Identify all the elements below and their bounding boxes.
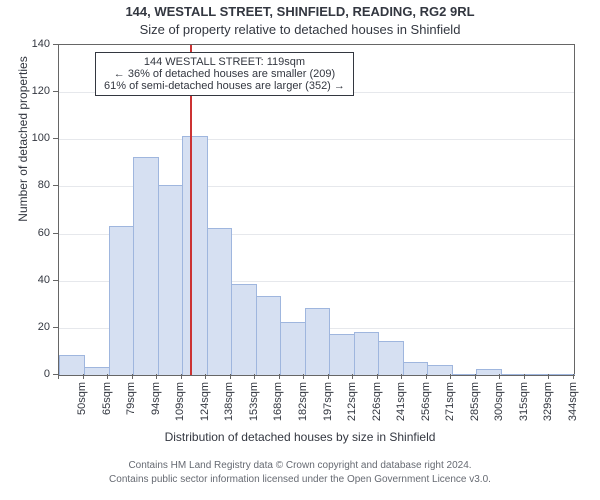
x-tick — [352, 374, 353, 379]
histogram-bar — [452, 374, 478, 375]
x-tick — [181, 374, 182, 379]
x-tick-label: 212sqm — [346, 382, 358, 432]
x-tick — [328, 374, 329, 379]
footer-line-1: Contains HM Land Registry data © Crown c… — [0, 460, 600, 471]
x-tick-label: 344sqm — [567, 382, 579, 432]
chart-title-2: Size of property relative to detached ho… — [0, 22, 600, 37]
annotation-line: ← 36% of detached houses are smaller (20… — [104, 68, 345, 80]
y-tick-label: 60 — [22, 227, 50, 239]
histogram-bar — [550, 374, 576, 375]
x-tick-label: 79sqm — [125, 382, 137, 432]
x-tick — [132, 374, 133, 379]
histogram-bar — [427, 365, 453, 375]
x-axis-title: Distribution of detached houses by size … — [0, 430, 600, 444]
annotation-line: 144 WESTALL STREET: 119sqm — [104, 56, 345, 68]
x-tick — [205, 374, 206, 379]
x-tick — [524, 374, 525, 379]
x-tick — [450, 374, 451, 379]
histogram-bar — [109, 226, 135, 376]
histogram-bar — [231, 284, 257, 375]
annotation-line: 61% of semi-detached houses are larger (… — [104, 80, 345, 92]
x-tick — [83, 374, 84, 379]
x-tick-label: 300sqm — [493, 382, 505, 432]
chart-container: 144, WESTALL STREET, SHINFIELD, READING,… — [0, 0, 600, 500]
histogram-bar — [133, 157, 159, 375]
histogram-bar — [84, 367, 110, 375]
y-tick — [53, 91, 58, 92]
histogram-bar — [182, 136, 208, 375]
y-tick — [53, 327, 58, 328]
histogram-bar — [354, 332, 380, 375]
histogram-bar — [525, 374, 551, 375]
x-tick — [401, 374, 402, 379]
histogram-bar — [305, 308, 331, 375]
x-tick-label: 256sqm — [420, 382, 432, 432]
x-tick-label: 329sqm — [542, 382, 554, 432]
x-tick-label: 226sqm — [371, 382, 383, 432]
x-tick-label: 197sqm — [322, 382, 334, 432]
x-tick — [548, 374, 549, 379]
x-tick-label: 315sqm — [518, 382, 530, 432]
x-tick — [475, 374, 476, 379]
x-tick — [377, 374, 378, 379]
histogram-bar — [158, 185, 184, 375]
y-tick-label: 20 — [22, 321, 50, 333]
histogram-bar — [280, 322, 306, 375]
y-tick — [53, 280, 58, 281]
x-tick-label: 168sqm — [272, 382, 284, 432]
histogram-bar — [59, 355, 85, 375]
x-tick-label: 124sqm — [199, 382, 211, 432]
y-tick — [53, 185, 58, 186]
y-tick-label: 120 — [22, 85, 50, 97]
footer-line-2: Contains public sector information licen… — [0, 474, 600, 485]
y-tick-label: 100 — [22, 132, 50, 144]
x-tick-label: 271sqm — [444, 382, 456, 432]
x-tick — [499, 374, 500, 379]
chart-title-1: 144, WESTALL STREET, SHINFIELD, READING,… — [0, 4, 600, 19]
x-tick — [573, 374, 574, 379]
histogram-bar — [378, 341, 404, 375]
x-tick-label: 285sqm — [469, 382, 481, 432]
x-tick-label: 94sqm — [150, 382, 162, 432]
y-tick-label: 40 — [22, 274, 50, 286]
x-tick — [426, 374, 427, 379]
x-tick-label: 153sqm — [248, 382, 260, 432]
x-tick-label: 109sqm — [174, 382, 186, 432]
y-tick — [53, 233, 58, 234]
histogram-bar — [329, 334, 355, 375]
histogram-bar — [403, 362, 429, 375]
x-tick — [303, 374, 304, 379]
y-tick-label: 80 — [22, 179, 50, 191]
x-tick — [156, 374, 157, 379]
x-tick — [107, 374, 108, 379]
y-tick — [53, 44, 58, 45]
x-tick-label: 65sqm — [101, 382, 113, 432]
x-tick-label: 138sqm — [223, 382, 235, 432]
x-tick-label: 182sqm — [297, 382, 309, 432]
histogram-bar — [501, 374, 527, 375]
histogram-bar — [207, 228, 233, 375]
x-tick-label: 241sqm — [395, 382, 407, 432]
y-tick — [53, 138, 58, 139]
y-tick-label: 140 — [22, 38, 50, 50]
y-tick-label: 0 — [22, 368, 50, 380]
x-tick-label: 50sqm — [76, 382, 88, 432]
x-tick — [230, 374, 231, 379]
x-tick — [254, 374, 255, 379]
x-tick — [58, 374, 59, 379]
x-tick — [279, 374, 280, 379]
gridline — [59, 139, 574, 140]
annotation-box: 144 WESTALL STREET: 119sqm← 36% of detac… — [95, 52, 354, 96]
histogram-bar — [476, 369, 502, 375]
histogram-bar — [256, 296, 282, 375]
